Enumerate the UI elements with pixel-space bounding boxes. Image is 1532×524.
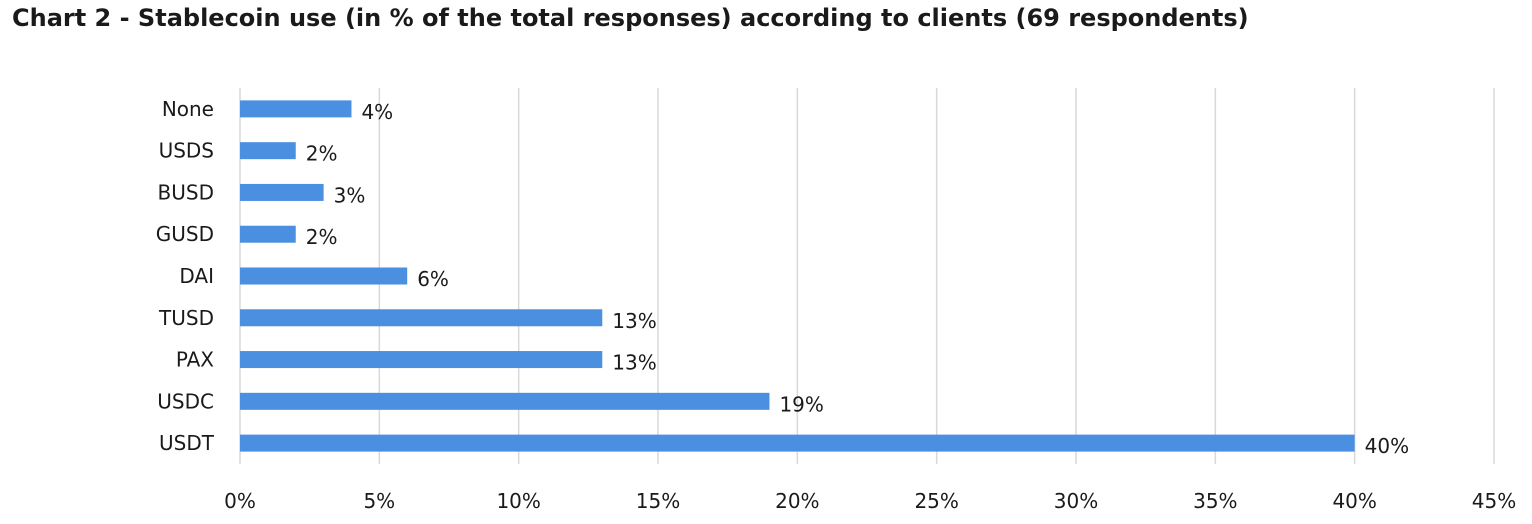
x-axis-tick-labels: 0% 5% 10% 15% 20% 25% 30% 35% 40% 45%	[224, 489, 1516, 513]
data-label: 2%	[306, 142, 338, 166]
x-tick-label: 40%	[1332, 489, 1376, 513]
bar	[240, 267, 408, 285]
bar	[240, 351, 603, 369]
category-label: BUSD	[158, 180, 214, 204]
x-tick-label: 10%	[496, 489, 540, 513]
bar	[240, 434, 1355, 452]
category-label: GUSD	[156, 222, 214, 246]
data-label: 19%	[779, 392, 823, 416]
category-label: USDS	[159, 139, 214, 163]
bar	[240, 183, 324, 201]
data-label: 3%	[334, 183, 366, 207]
category-labels: None USDS BUSD GUSD DAI TUSD PAX USDC USDT	[156, 97, 215, 455]
category-label: USDC	[157, 389, 214, 413]
x-tick-label: 45%	[1472, 489, 1516, 513]
x-tick-label: 0%	[224, 489, 256, 513]
data-label: 40%	[1365, 434, 1409, 458]
chart-title: Chart 2 - Stablecoin use (in % of the to…	[12, 4, 1249, 32]
data-label: 6%	[417, 267, 449, 291]
bar	[240, 225, 296, 243]
data-label: 2%	[306, 225, 338, 249]
data-label: 13%	[612, 309, 656, 333]
x-tick-label: 5%	[363, 489, 395, 513]
x-tick-label: 35%	[1193, 489, 1237, 513]
x-tick-label: 15%	[636, 489, 680, 513]
bar	[240, 100, 352, 118]
bar	[240, 309, 603, 327]
x-tick-label: 30%	[1054, 489, 1098, 513]
category-label: TUSD	[158, 306, 214, 330]
x-tick-label: 25%	[914, 489, 958, 513]
data-label: 13%	[612, 351, 656, 375]
bar	[240, 392, 770, 410]
category-label: USDT	[159, 431, 215, 455]
bar	[240, 142, 296, 160]
bars	[240, 100, 1355, 452]
category-label: None	[162, 97, 214, 121]
data-label: 4%	[361, 100, 393, 124]
category-label: PAX	[176, 348, 214, 372]
data-labels: 4% 2% 3% 2% 6% 13% 13% 19% 40%	[306, 100, 1409, 458]
category-label: DAI	[179, 264, 214, 288]
x-tick-label: 20%	[775, 489, 819, 513]
